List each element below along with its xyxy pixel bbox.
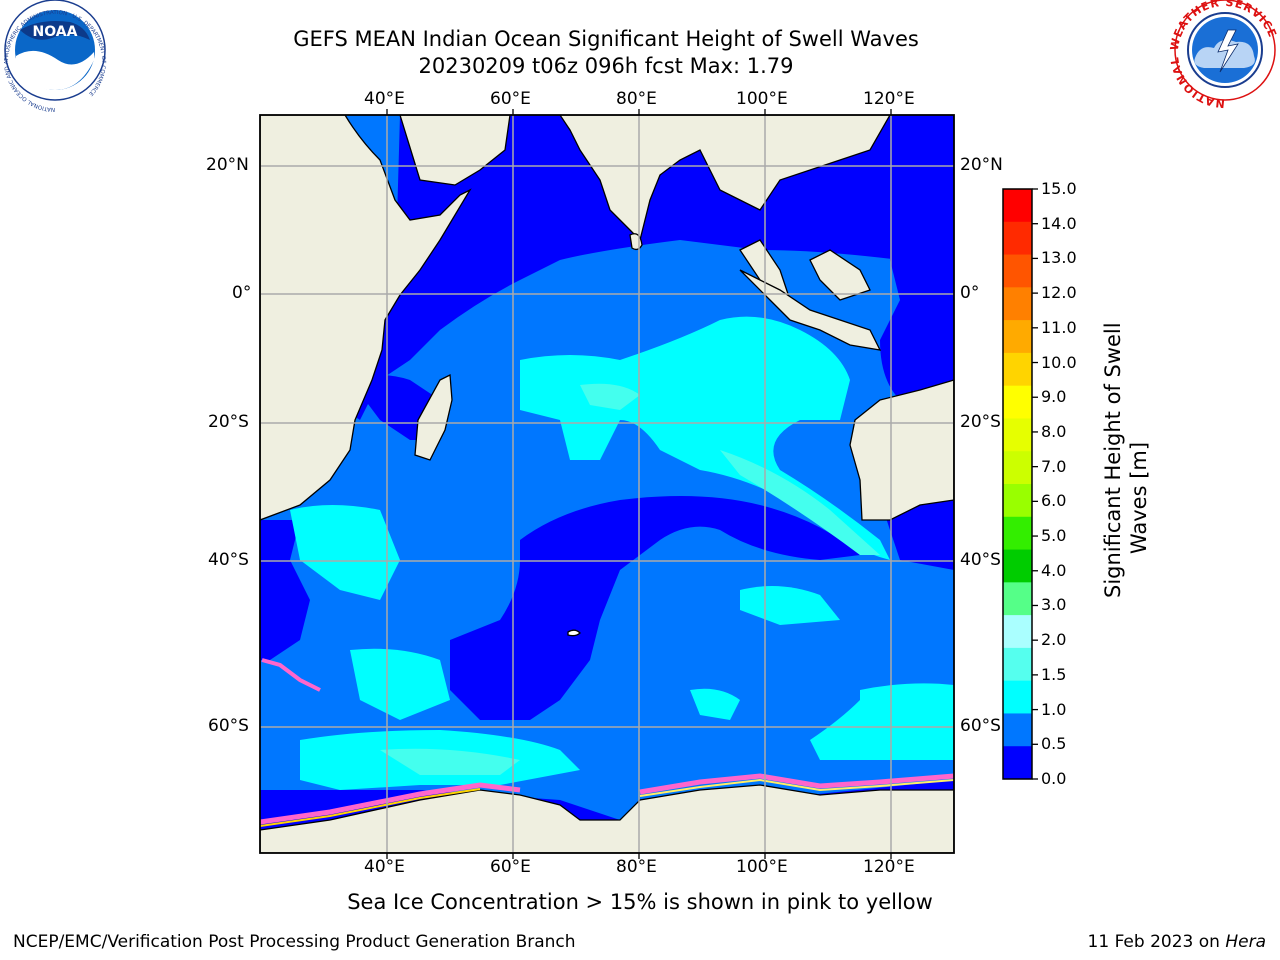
colorbar-swatch xyxy=(1003,549,1032,583)
colorbar-swatch xyxy=(1003,746,1032,780)
lat-label-right: 40°S xyxy=(960,550,1001,570)
noaa-logo: NOAA NATIONAL OCEANIC AND ATMOSPHERIC AD… xyxy=(4,0,106,112)
colorbar-swatch xyxy=(1003,582,1032,616)
lon-label-bottom: 80°E xyxy=(616,857,657,877)
colorbar-swatch xyxy=(1003,484,1032,518)
lon-label-bottom: 100°E xyxy=(736,857,788,877)
colorbar-swatch xyxy=(1003,680,1032,714)
colorbar-swatch xyxy=(1003,254,1032,288)
lat-label-right: 20°S xyxy=(960,412,1001,432)
colorbar-tick-label: 13.0 xyxy=(1041,248,1077,268)
colorbar-tick-label: 11.0 xyxy=(1041,317,1077,337)
footer-date-text: 11 Feb 2023 on xyxy=(1087,932,1226,952)
lon-label-top: 40°E xyxy=(364,89,405,109)
lat-label-right: 60°S xyxy=(960,716,1001,736)
colorbar-tick-label: 0.5 xyxy=(1041,734,1067,754)
lon-label-top: 100°E xyxy=(736,89,788,109)
colorbar-tick-label: 4.0 xyxy=(1041,560,1067,580)
lat-label-left: 20°S xyxy=(208,412,249,432)
colorbar-tick-label: 1.5 xyxy=(1041,664,1067,684)
tick-marks xyxy=(386,109,892,859)
swell-region-1.5-2.0 xyxy=(380,383,880,775)
figure-title: GEFS MEAN Indian Ocean Significant Heigh… xyxy=(293,27,919,51)
map-frame xyxy=(259,114,955,854)
colorbar-tick-label: 14.0 xyxy=(1041,213,1077,233)
lon-label-bottom: 120°E xyxy=(863,857,915,877)
colorbar-tick-label: 15.0 xyxy=(1041,179,1077,198)
colorbar-swatch xyxy=(1003,418,1032,452)
colorbar-swatch xyxy=(1003,352,1032,387)
colorbar xyxy=(1002,188,1038,780)
colorbar-swatch xyxy=(1003,287,1032,321)
sea-ice xyxy=(260,658,954,827)
lon-label-top: 120°E xyxy=(863,89,915,109)
sea-ice-note: Sea Ice Concentration > 15% is shown in … xyxy=(347,890,933,914)
colorbar-tick-label: 12.0 xyxy=(1041,283,1077,303)
colorbar-tick-label: 6.0 xyxy=(1041,491,1067,511)
colorbar-tick-label: 10.0 xyxy=(1041,352,1077,372)
colorbar-label-line2: Waves [m] xyxy=(1127,441,1151,555)
colorbar-swatch xyxy=(1003,615,1032,649)
colorbar-tick-label: 8.0 xyxy=(1041,421,1067,441)
figure-subtitle: 20230209 t06z 096h fcst Max: 1.79 xyxy=(418,54,794,78)
nws-logo: NATIONAL WEATHER SERVICE xyxy=(1168,0,1278,110)
footer-host: Hera xyxy=(1225,932,1266,952)
colorbar-tick-label: 3.0 xyxy=(1041,595,1067,615)
colorbar-label: Significant Height of Swell Waves [m] xyxy=(1100,322,1152,598)
lat-label-left: 0° xyxy=(232,283,252,303)
footer-credit: NCEP/EMC/Verification Post Processing Pr… xyxy=(13,932,576,952)
colorbar-swatch xyxy=(1003,320,1032,354)
colorbar-swatch xyxy=(1003,189,1032,223)
footer-date: 11 Feb 2023 on Hera xyxy=(1088,932,1266,952)
colorbar-label-line1: Significant Height of Swell xyxy=(1101,322,1125,598)
colorbar-swatch xyxy=(1003,713,1032,747)
lat-label-right: 20°N xyxy=(960,155,1003,175)
noaa-logo-text: NOAA xyxy=(33,24,78,40)
lon-label-top: 80°E xyxy=(616,89,657,109)
lon-label-bottom: 40°E xyxy=(364,857,405,877)
colorbar-tick-label: 1.0 xyxy=(1041,699,1067,719)
colorbar-swatch xyxy=(1003,647,1032,682)
colorbar-swatch xyxy=(1003,385,1032,419)
lat-label-right: 0° xyxy=(960,283,980,303)
colorbar-swatch xyxy=(1003,221,1032,256)
lat-label-left: 60°S xyxy=(208,716,249,736)
colorbar-swatch xyxy=(1003,516,1032,551)
lat-label-left: 40°S xyxy=(208,550,249,570)
lat-label-left: 20°N xyxy=(206,155,249,175)
colorbar-tick-label: 7.0 xyxy=(1041,456,1067,476)
colorbar-tick-label: 0.0 xyxy=(1041,769,1067,788)
colorbar-swatch xyxy=(1003,451,1032,485)
lon-label-bottom: 60°E xyxy=(490,857,531,877)
colorbar-tick-label: 2.0 xyxy=(1041,630,1067,650)
colorbar-frame xyxy=(1002,188,1033,780)
colorbar-tick-label: 9.0 xyxy=(1041,387,1067,407)
colorbar-tick-label: 5.0 xyxy=(1041,526,1067,546)
map-area xyxy=(260,115,954,853)
lon-label-top: 60°E xyxy=(490,89,531,109)
graticule xyxy=(260,115,954,853)
